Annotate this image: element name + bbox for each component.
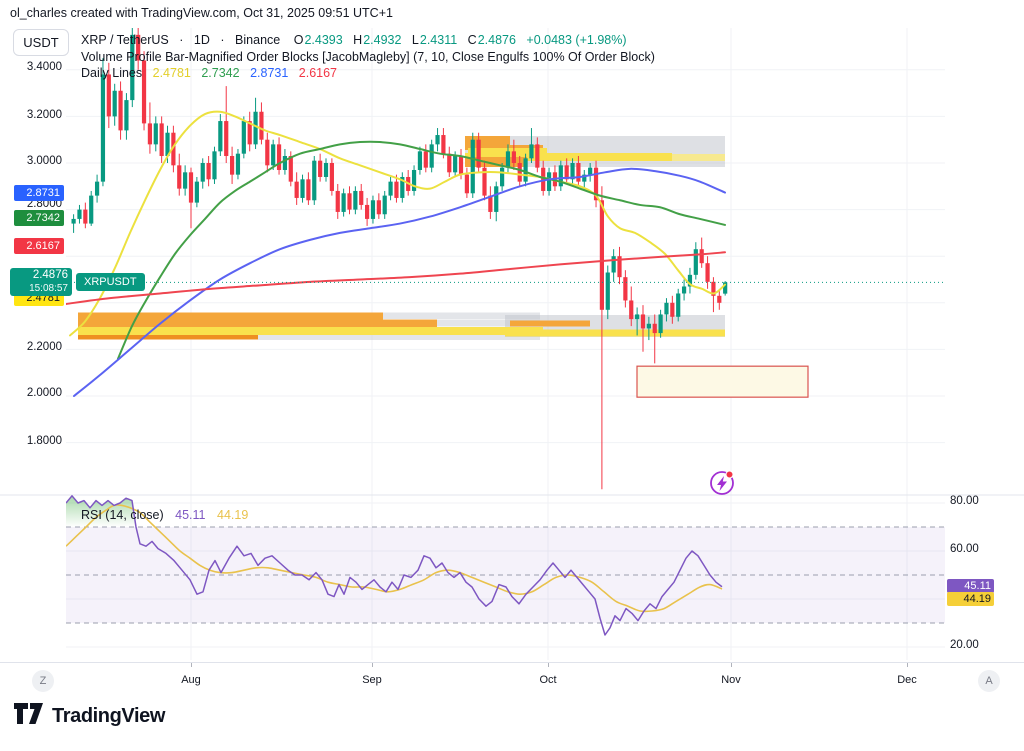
chart-canvas[interactable] [0, 28, 1024, 660]
tradingview-logo-icon [14, 703, 44, 729]
price-label: 2.8000 [26, 198, 62, 210]
close-value: 2.4876 [477, 33, 516, 47]
chart-legend[interactable]: XRP / TetherUS · 1D · Binance O2.4393 H2… [81, 33, 655, 83]
price-label: 1.8000 [26, 435, 62, 447]
daily-lines-label: Daily Lines [81, 66, 143, 80]
interval-label: 1D [193, 33, 210, 47]
rsi-legend[interactable]: RSI (14, close) 45.11 44.19 [81, 508, 248, 522]
moving-average-lines [66, 110, 726, 397]
rsi-ma-value: 44.19 [217, 508, 249, 522]
time-axis[interactable]: Z A Aug Sep Oct Nov Dec [0, 662, 1024, 699]
high-value: 2.4932 [363, 33, 402, 47]
rsi-title: RSI (14, close) [81, 508, 164, 522]
timezone-button[interactable]: Z [32, 670, 54, 692]
daily-line-yellow [69, 110, 726, 337]
daily-line-blue-value: 2.8731 [250, 66, 289, 80]
month-label: Oct [539, 674, 557, 686]
currency-toggle-button[interactable]: USDT [13, 29, 69, 56]
axis-tick [731, 663, 732, 667]
last-price: 2.4876 [32, 269, 68, 281]
price-label: 2.2000 [26, 341, 62, 353]
rsi-scale-label: 20.00 [950, 639, 979, 651]
price-label: 3.0000 [26, 155, 62, 167]
main-pane [66, 28, 945, 495]
rsi-value-badge: 44.19 [947, 592, 994, 606]
rsi-scale-label: 80.00 [950, 495, 979, 507]
daily-line-blue [73, 167, 726, 397]
lightning-marker-button[interactable] [710, 470, 734, 495]
rsi-line [66, 495, 723, 636]
volume-profile-order-blocks [78, 136, 725, 340]
bar-countdown: 15:08:57 [29, 283, 68, 294]
price-line-symbol-tag: XRPUSDT [76, 273, 145, 291]
credit-line: ol_charles created with TradingView.com,… [10, 6, 393, 20]
low-value: 2.4311 [419, 33, 458, 47]
daily-line-green [117, 140, 726, 360]
tradingview-logo[interactable]: TradingView [14, 703, 165, 729]
grid-layer [0, 28, 1024, 660]
price-label: 2.0000 [26, 387, 62, 399]
price-line-badge: 2.8731 [14, 185, 64, 201]
adjust-button[interactable]: A [978, 670, 1000, 692]
axis-tick [191, 663, 192, 667]
open-value: 2.4393 [304, 33, 343, 47]
rsi-scale-label: 60.00 [950, 543, 979, 555]
daily-lines-row[interactable]: Daily Lines 2.4781 2.7342 2.8731 2.6167 [81, 66, 655, 82]
month-label: Sep [362, 674, 382, 686]
tradingview-logo-text: TradingView [52, 704, 166, 727]
axis-tick [907, 663, 908, 667]
price-label: 3.2000 [26, 109, 62, 121]
price-label: 3.4000 [26, 61, 62, 73]
rsi-ma-line [66, 504, 723, 613]
price-line-badge: 2.6167 [14, 238, 64, 254]
symbol-row[interactable]: XRP / TetherUS · 1D · Binance O2.4393 H2… [81, 33, 627, 47]
month-label: Dec [897, 674, 917, 686]
daily-line-red [66, 251, 726, 305]
month-label: Aug [181, 674, 201, 686]
price-line-badge: 2.7342 [14, 210, 64, 226]
axis-tick [372, 663, 373, 667]
last-price-badge: 2.4876 15:08:57 [10, 268, 72, 296]
rsi-value-badge: 45.11 [947, 579, 994, 593]
order-block-target-box [636, 365, 809, 398]
rsi-value: 45.11 [175, 508, 206, 522]
symbol-name: XRP / TetherUS [81, 33, 169, 47]
axis-tick [548, 663, 549, 667]
exchange-label: Binance [235, 33, 281, 47]
candles-layer [71, 28, 728, 490]
rsi-pane [66, 495, 945, 636]
daily-line-yellow-value: 2.4781 [152, 66, 191, 80]
daily-line-green-value: 2.7342 [201, 66, 240, 80]
daily-line-red-value: 2.6167 [298, 66, 338, 80]
change-value: +0.0483 (+1.98%) [526, 33, 627, 47]
month-label: Nov [721, 674, 741, 686]
indicator-row[interactable]: Volume Profile Bar-Magnified Order Block… [81, 49, 655, 64]
